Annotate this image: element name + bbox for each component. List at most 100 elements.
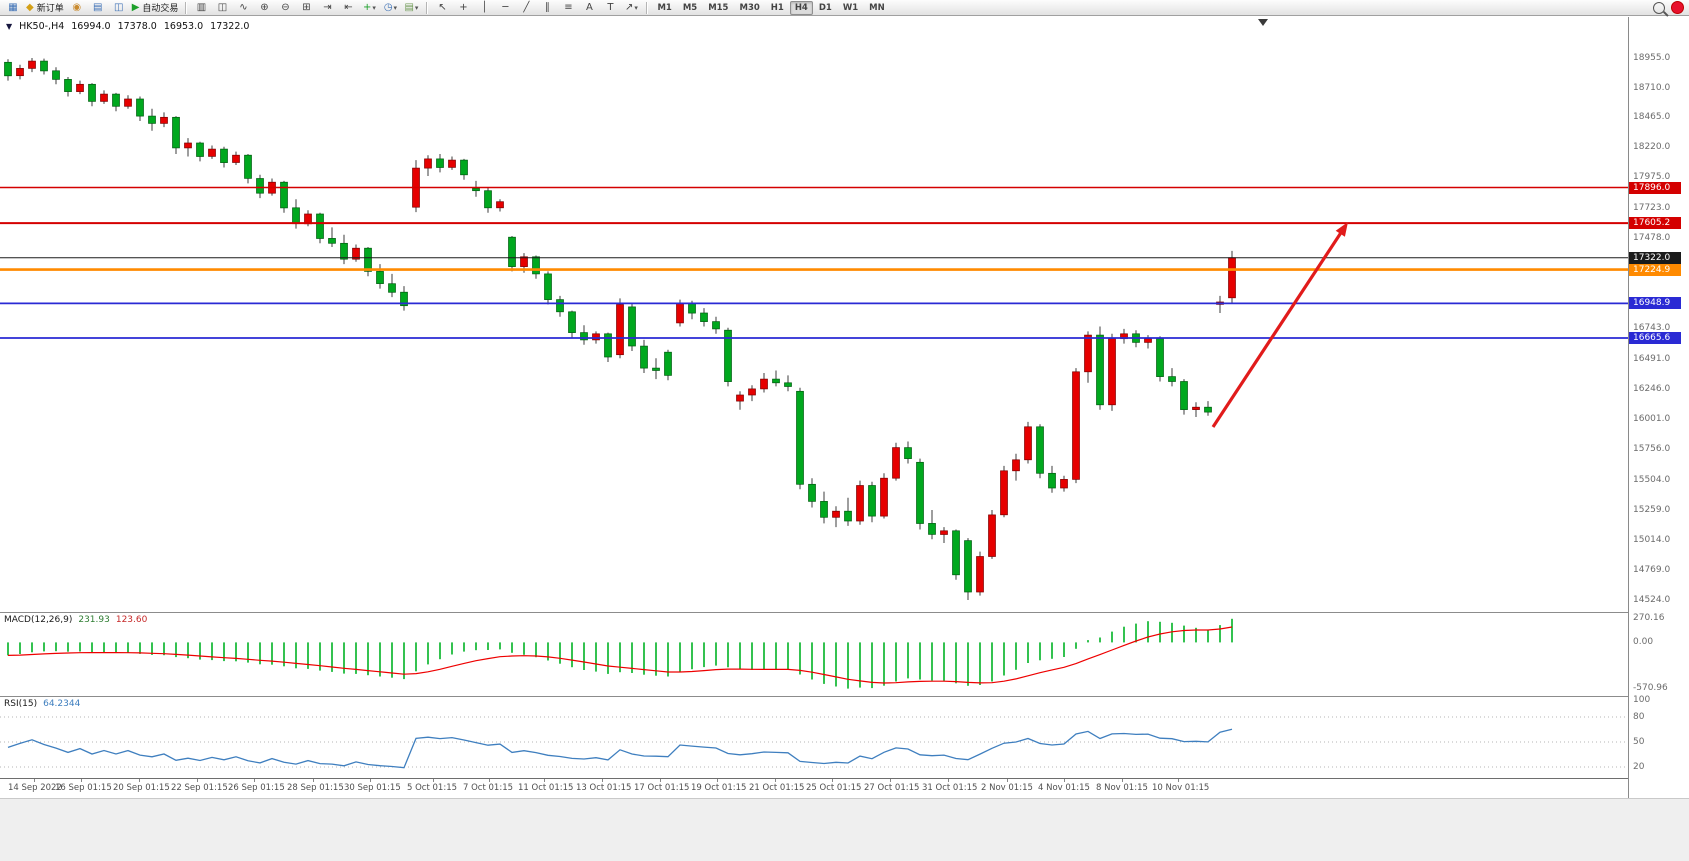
crosshair-icon[interactable]: + xyxy=(453,1,473,15)
time-tick-label: 28 Sep 01:15 xyxy=(287,783,344,793)
price-line-badge[interactable]: 16948.9 xyxy=(1629,297,1681,310)
rsi-value: 64.2344 xyxy=(43,699,81,709)
price-line-badge[interactable]: 16665.6 xyxy=(1629,332,1681,344)
notification-badge[interactable] xyxy=(1671,1,1684,14)
price-chart-surface[interactable] xyxy=(0,17,1628,612)
price-axis[interactable]: 18955.0 18710.0 18465.0 18220.0 17975.0 17723… xyxy=(1628,17,1689,798)
zoom-in-icon[interactable]: ⊕ xyxy=(254,1,274,15)
tf-m1-button[interactable]: M1 xyxy=(657,2,672,13)
time-tick-mark xyxy=(1064,779,1065,782)
rsi-panel-surface[interactable] xyxy=(0,697,1628,777)
tf-h1-button[interactable]: H1 xyxy=(770,2,784,13)
macd-panel-surface[interactable] xyxy=(0,613,1628,696)
tf-w1-button[interactable]: W1 xyxy=(842,2,859,13)
time-tick-mark xyxy=(139,779,140,782)
time-tick-label: 13 Oct 01:15 xyxy=(576,783,632,793)
text-icon[interactable]: A xyxy=(579,1,599,15)
channel-icon[interactable]: ∥ xyxy=(537,1,557,15)
fibonacci-icon[interactable]: ≡ xyxy=(558,1,578,15)
time-tick-mark xyxy=(197,779,198,782)
tf-d1-button[interactable]: D1 xyxy=(818,2,832,13)
price-line-badge[interactable]: 17322.0 xyxy=(1629,251,1681,264)
tf-m5-button[interactable]: M5 xyxy=(682,2,698,13)
time-tick-mark xyxy=(717,779,718,782)
macd-name: MACD(12,26,9) xyxy=(4,615,73,625)
price-tick-label: -570.96 xyxy=(1633,683,1668,694)
vertical-line-icon[interactable]: │ xyxy=(474,1,494,15)
price-tick-label: 17723.0 xyxy=(1633,203,1671,214)
vertical-line-icon: │ xyxy=(481,1,488,13)
autotrading-button[interactable]: ▶ 自动交易 xyxy=(130,1,181,15)
time-tick-label: 8 Nov 01:15 xyxy=(1096,783,1148,793)
macd-indicator-label: MACD(12,26,9) 231.93 123.60 xyxy=(4,615,147,625)
trendline-icon[interactable]: ╱ xyxy=(516,1,536,15)
new-order-button[interactable]: ◆ 新订单 xyxy=(24,1,66,15)
time-tick-label: 20 Sep 01:15 xyxy=(113,783,170,793)
text-label-icon: T xyxy=(607,1,614,13)
arrows-icon[interactable]: ↗ ▾ xyxy=(621,1,641,15)
alerts-icon[interactable]: ◉ xyxy=(67,1,87,15)
candlestick-chart-icon[interactable]: ◫ xyxy=(212,1,232,15)
price-tick-label: 16001.0 xyxy=(1633,413,1671,424)
toolbar-separator xyxy=(185,1,187,14)
line-chart-icon[interactable]: ∿ xyxy=(233,1,253,15)
time-tick-label: 16 Sep 01:15 xyxy=(55,783,112,793)
time-tick-label: 7 Oct 01:15 xyxy=(463,783,514,793)
time-axis[interactable]: 14 Sep 2022 16 Sep 01:15 20 Sep 01:15 22 Se… xyxy=(0,778,1689,798)
time-tick-mark xyxy=(34,779,35,782)
price-tick-label: 16246.0 xyxy=(1633,383,1671,394)
new-order-button-label: 新订单 xyxy=(36,4,64,14)
toolbar-right xyxy=(1653,1,1686,14)
quote-close: 17322.0 xyxy=(210,21,250,32)
price-tick-label: 18955.0 xyxy=(1633,52,1671,63)
time-tick-label: 5 Oct 01:15 xyxy=(407,783,458,793)
tf-m30-button[interactable]: M30 xyxy=(739,2,760,13)
chart-menu-icon[interactable]: ▼ xyxy=(6,22,13,31)
tf-h4-button[interactable]: H4 xyxy=(789,0,813,15)
price-line-badge[interactable]: 17224.9 xyxy=(1629,263,1681,276)
tile-windows-icon: ⊞ xyxy=(302,1,311,13)
dropdown-caret-icon: ▾ xyxy=(393,3,398,12)
indicators-icon[interactable]: + ▾ xyxy=(359,1,379,15)
templates-icon[interactable]: ▤ ▾ xyxy=(401,1,421,15)
curs​or-icon[interactable]: ↖ xyxy=(432,1,452,15)
horizontal-line-icon[interactable]: ─ xyxy=(495,1,515,15)
panel-separator-rsi[interactable] xyxy=(0,696,1689,697)
price-tick-label: 18220.0 xyxy=(1633,142,1671,153)
price-tick-label: 15504.0 xyxy=(1633,474,1671,485)
tile-windows-icon[interactable]: ⊞ xyxy=(296,1,316,15)
chart-window-icon[interactable]: ▦ xyxy=(3,1,23,15)
price-tick-label: 100 xyxy=(1633,694,1651,705)
panel-separator-macd[interactable] xyxy=(0,612,1689,613)
tf-mn-button[interactable]: MN xyxy=(869,2,885,13)
periods-icon: ◷ xyxy=(383,1,393,13)
chart-shift-icon[interactable]: ⇤ xyxy=(338,1,358,15)
periods-icon[interactable]: ◷ ▾ xyxy=(380,1,400,15)
time-tick-mark xyxy=(948,779,949,782)
time-tick-label: 26 Sep 01:15 xyxy=(228,783,285,793)
time-tick-label: 25 Oct 01:15 xyxy=(806,783,862,793)
time-tick-mark xyxy=(544,779,545,782)
search-icon[interactable] xyxy=(1653,1,1665,14)
time-tick-mark xyxy=(370,779,371,782)
macd-main-value: 231.93 xyxy=(78,615,110,625)
auto-scroll-icon[interactable]: ⇥ xyxy=(317,1,337,15)
data-window-icon[interactable]: ◫ xyxy=(109,1,129,15)
quote-bar: ▼ HK50-,H4 16994.0 17378.0 16953.0 17322… xyxy=(6,21,249,32)
time-tick-mark xyxy=(660,779,661,782)
quote-high: 17378.0 xyxy=(117,21,157,32)
price-line-badge[interactable]: 17896.0 xyxy=(1629,181,1681,194)
price-tick-label: 15259.0 xyxy=(1633,504,1671,515)
price-tick-label: 15014.0 xyxy=(1633,534,1671,545)
trendline-icon: ╱ xyxy=(523,1,530,13)
market-watch-icon[interactable]: ▤ xyxy=(88,1,108,15)
autotrading-button: ▶ xyxy=(131,1,140,13)
rsi-indicator-label: RSI(15) 64.2344 xyxy=(4,699,80,709)
tf-m15-button[interactable]: M15 xyxy=(708,2,729,13)
text-label-icon[interactable]: T xyxy=(600,1,620,15)
bar-chart-icon[interactable]: ▥ xyxy=(191,1,211,15)
zoom-out-icon[interactable]: ⊖ xyxy=(275,1,295,15)
curs​or-icon: ↖ xyxy=(438,1,447,13)
price-line-badge[interactable]: 17605.2 xyxy=(1629,217,1681,230)
time-tick-mark xyxy=(1178,779,1179,782)
